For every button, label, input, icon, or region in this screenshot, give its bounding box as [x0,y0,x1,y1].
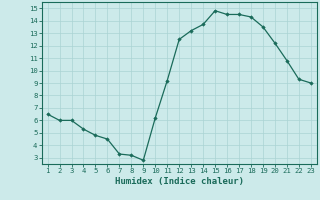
X-axis label: Humidex (Indice chaleur): Humidex (Indice chaleur) [115,177,244,186]
